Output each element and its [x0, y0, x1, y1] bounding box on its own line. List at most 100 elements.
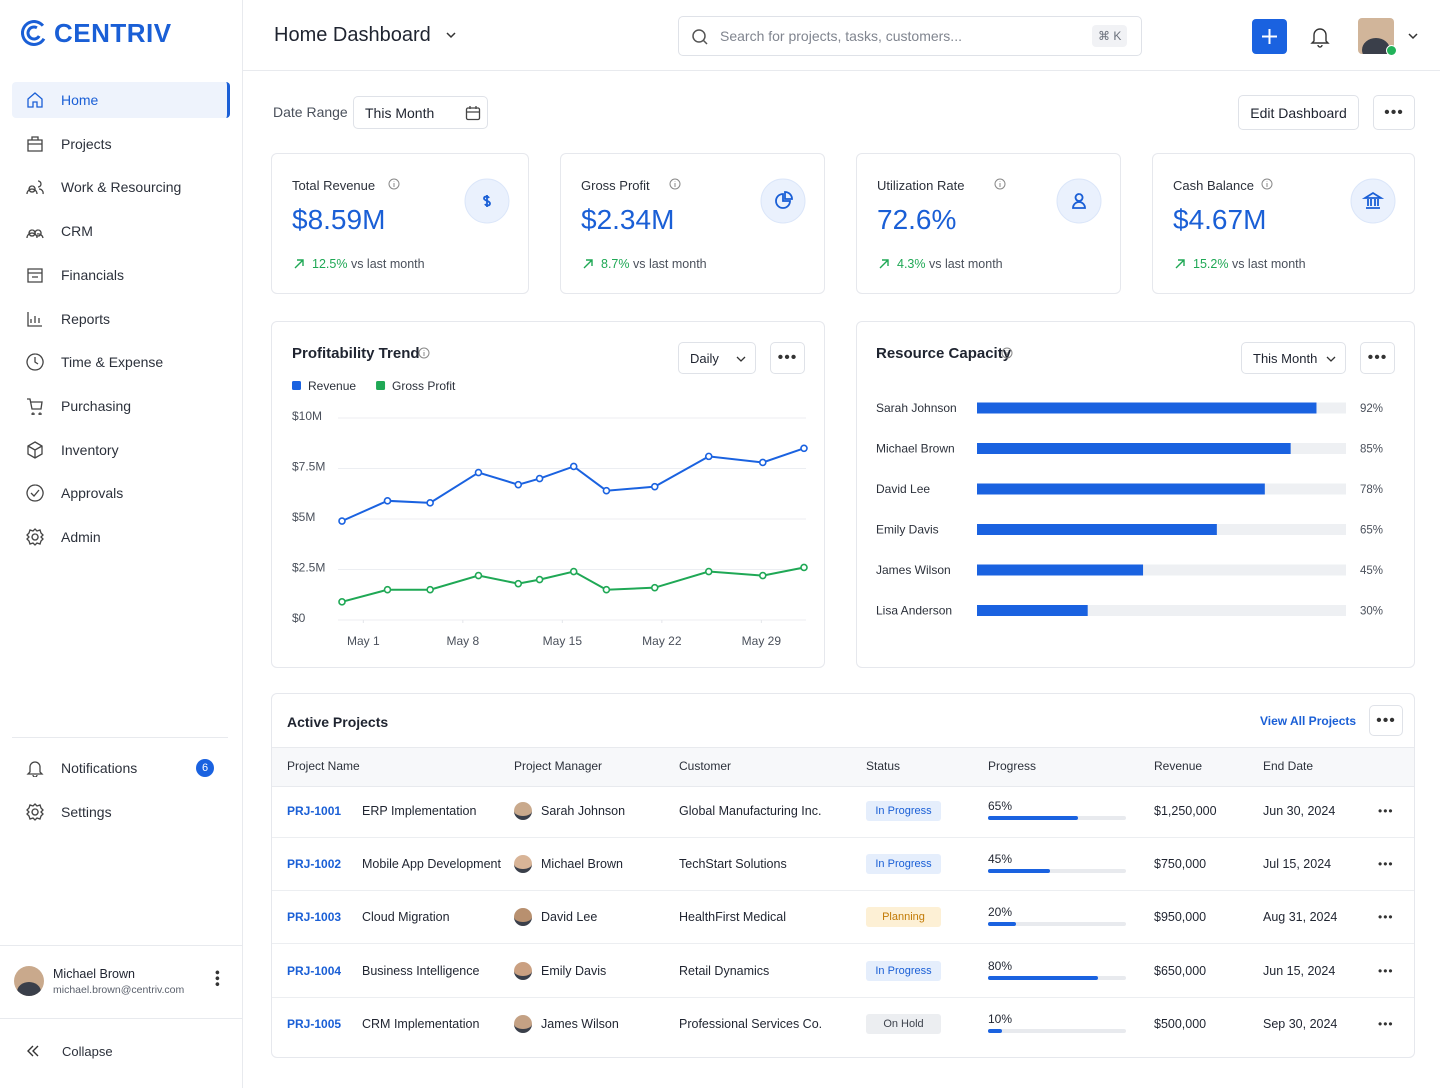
nav-item[interactable]: Inventory — [12, 432, 230, 468]
progress-bar — [988, 1028, 1002, 1033]
nav-label: Work & Resourcing — [61, 179, 182, 196]
progress-label: 80% — [988, 958, 1013, 973]
end-date: Sep 30, 2024 — [1263, 1016, 1338, 1031]
kpi-change: 12.5% vs last month — [312, 257, 425, 271]
nav-label: Admin — [61, 529, 101, 545]
user-email: michael.brown@centriv.com — [53, 984, 185, 996]
project-id[interactable]: PRJ-1004 — [287, 963, 342, 978]
manager-avatar — [514, 908, 532, 927]
avatar-chevron — [1408, 33, 1418, 40]
row-menu[interactable]: ••• — [1378, 963, 1394, 978]
revenue: $950,000 — [1154, 910, 1207, 925]
user-name: Michael Brown — [53, 967, 135, 981]
icon-glyph — [483, 195, 491, 207]
nav-item[interactable]: Home — [12, 82, 230, 118]
icon-path — [26, 180, 44, 195]
row-divider — [272, 996, 1414, 998]
projects-panel — [271, 693, 1415, 1058]
edit-dashboard[interactable]: Edit Dashboard — [1238, 95, 1359, 130]
table-title: Active Projects — [287, 714, 389, 730]
icon-path — [26, 761, 44, 777]
collapse[interactable]: Collapse — [62, 1044, 113, 1059]
info-circle — [388, 178, 400, 190]
project-id[interactable]: PRJ-1001 — [287, 804, 342, 818]
nav-item[interactable]: Settings — [12, 794, 230, 830]
info-icon — [669, 178, 681, 190]
page-title[interactable]: Home Dashboard — [274, 24, 431, 46]
search-box[interactable]: Search for projects, tasks, customers...… — [678, 16, 1142, 56]
nav-label: Financials — [61, 266, 125, 283]
nav-label: Reports — [61, 310, 111, 327]
column-header: End Date — [1263, 759, 1314, 773]
kpi-icon — [1350, 178, 1396, 224]
kpi-change-suffix: vs last month — [1231, 257, 1306, 271]
table-more[interactable]: ••• — [1369, 705, 1403, 736]
arrow-path — [294, 259, 304, 269]
customer: HealthFirst Medical — [679, 910, 786, 925]
capacity-period[interactable]: This Month — [1241, 342, 1346, 374]
nav-item[interactable]: Admin — [12, 519, 230, 555]
nav-item[interactable]: Time & Expense — [12, 344, 230, 380]
project-id[interactable]: PRJ-1002 — [287, 857, 342, 872]
nav-label: Time & Expense — [61, 354, 164, 371]
nav-item[interactable]: Approvals — [12, 475, 230, 511]
icon-path — [26, 229, 44, 239]
search-shortcut: ⌘ K — [1092, 25, 1128, 47]
nav-icon — [26, 484, 44, 502]
progress-label: 10% — [988, 1011, 1013, 1026]
manager: Emily Davis — [541, 963, 607, 978]
kpi-value: 72.6% — [877, 204, 957, 235]
row-menu[interactable]: ••• — [1378, 910, 1394, 925]
progress-label: 45% — [988, 852, 1013, 867]
view-all[interactable]: View All Projects — [1260, 714, 1357, 728]
capacity-more[interactable]: ••• — [1360, 342, 1395, 374]
icon-glyph — [1072, 193, 1086, 209]
row-menu[interactable]: ••• — [1378, 804, 1394, 818]
divider — [12, 737, 228, 738]
user-avatar — [14, 966, 44, 996]
manager: Sarah Johnson — [541, 804, 626, 818]
nav-item[interactable]: Reports — [12, 301, 230, 337]
date-range-select[interactable]: This Month — [353, 96, 488, 129]
row-menu[interactable]: ••• — [1378, 857, 1394, 872]
project-name: Cloud Migration — [362, 910, 450, 925]
kpi-label: Utilization Rate — [877, 178, 965, 193]
add-button[interactable] — [1252, 19, 1287, 54]
nav-item[interactable]: Financials — [12, 257, 230, 293]
date-range-label: Date Range — [273, 104, 348, 120]
column-header: Project Name — [287, 759, 360, 773]
nav-item[interactable]: Projects — [12, 126, 230, 162]
capacity-period-value: This Month — [1253, 350, 1318, 366]
kpi-card: Gross Profit $2.34M 8.7% vs last month — [560, 153, 825, 294]
row-menu[interactable]: ••• — [1378, 1016, 1394, 1031]
nav-item[interactable]: Work & Resourcing — [12, 169, 230, 205]
end-date: Jun 15, 2024 — [1263, 963, 1336, 978]
search-icon — [692, 29, 708, 45]
nav-item[interactable]: Purchasing — [12, 388, 230, 424]
bell-icon[interactable] — [1310, 26, 1330, 48]
progress-bar — [988, 975, 1099, 980]
manager-avatar — [514, 1014, 532, 1033]
trend-period[interactable]: Daily — [678, 342, 756, 374]
project-id[interactable]: PRJ-1003 — [287, 910, 342, 925]
kpi-value: $2.34M — [581, 204, 675, 235]
column-header: Status — [866, 759, 901, 773]
nav-label: Projects — [61, 135, 112, 152]
divider — [0, 945, 242, 946]
kpi-change: 4.3% vs last month — [897, 257, 1003, 271]
trend-more[interactable]: ••• — [770, 342, 805, 374]
project-name: Business Intelligence — [362, 963, 480, 978]
kpi-icon — [760, 178, 806, 224]
nav-item[interactable]: Notifications 6 — [12, 750, 230, 786]
more-button[interactable]: ••• — [1373, 95, 1415, 130]
user-menu[interactable]: ••• — [210, 970, 226, 988]
icon-path — [27, 398, 43, 415]
column-header: Progress — [988, 759, 1037, 773]
status-pill: In Progress — [866, 801, 941, 821]
progress-track — [988, 1028, 1126, 1033]
project-id[interactable]: PRJ-1005 — [287, 1016, 342, 1031]
nav-item[interactable]: CRM — [12, 213, 230, 249]
nav-icon — [27, 398, 43, 415]
manager-avatar — [514, 802, 532, 820]
